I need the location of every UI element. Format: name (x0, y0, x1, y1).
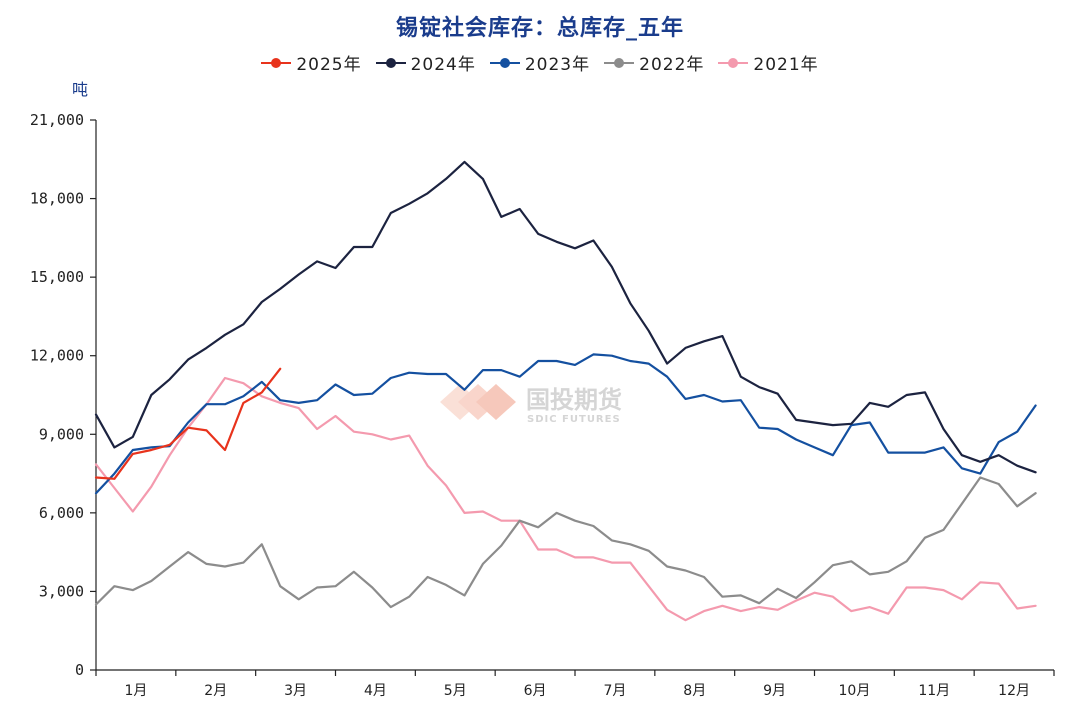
legend-label-2021: 2021年 (753, 55, 819, 75)
y-tick-label: 3,000 (39, 582, 84, 600)
series-line-2023 (94, 353, 1037, 495)
series-line-2024 (94, 160, 1037, 474)
legend-swatch-2025 (261, 56, 292, 70)
legend-label-2022: 2022年 (639, 55, 705, 75)
x-tick-label-month: 12月 (998, 683, 1030, 699)
x-tick-label-month: 11月 (918, 683, 950, 699)
y-tick-label: 21,000 (30, 111, 84, 129)
x-tick-label-month: 6月 (524, 683, 547, 699)
legend-label-2023: 2023年 (524, 55, 591, 75)
chart-title: 锡锭社会库存：总库存_五年 (395, 16, 684, 41)
x-tick-label-month: 2月 (204, 683, 227, 699)
legend-item-2021: 2021年 (718, 50, 818, 75)
watermark-text-cn: 国投期货 (526, 386, 622, 414)
watermark-text-en: SDIC FUTURES (527, 414, 621, 425)
legend-item-2024: 2024年 (375, 50, 476, 75)
x-tick-label-month: 7月 (603, 683, 626, 699)
legend-item-2023: 2023年 (489, 50, 591, 75)
y-tick-label: 0 (75, 661, 84, 679)
x-tick-label-month: 1月 (124, 683, 147, 699)
watermark-mark-icon (440, 384, 516, 420)
legend-item-2025: 2025年 (261, 50, 361, 75)
legend-swatch-2024 (375, 56, 406, 70)
chart-legend: 2025年 2024年 2023年 2022年 2021年 (0, 50, 1080, 75)
legend-label-2024: 2024年 (410, 55, 476, 75)
x-tick-label-month: 4月 (364, 683, 387, 699)
x-tick-label-month: 8月 (683, 683, 706, 699)
legend-swatch-2023 (489, 56, 520, 70)
series-layer (94, 160, 1037, 622)
chart-axes: 0 3,000 6,000 9,000 12,000 15,000 18,000 21,000… (30, 111, 1055, 699)
legend-swatch-2021 (718, 56, 749, 70)
legend-swatch-2022 (604, 56, 635, 70)
legend-label-2025: 2025年 (296, 55, 362, 75)
y-tick-label: 15,000 (30, 268, 84, 286)
watermark-logo: 国投期货 SDIC FUTURES (440, 384, 622, 425)
series-line-2022 (94, 476, 1037, 609)
x-tick-label-month: 10月 (839, 683, 871, 699)
y-tick-label: 18,000 (30, 190, 84, 208)
y-tick-label: 6,000 (39, 504, 84, 522)
x-tick-label-month: 5月 (444, 683, 467, 699)
y-tick-label: 9,000 (39, 425, 84, 443)
legend-item-2022: 2022年 (604, 50, 704, 75)
y-tick-label: 12,000 (30, 347, 84, 365)
y-axis-unit-label: 吨 (72, 80, 88, 99)
x-tick-label-month: 3月 (284, 683, 307, 699)
x-tick-label-month: 9月 (763, 683, 786, 699)
series-line-2025 (94, 367, 282, 480)
